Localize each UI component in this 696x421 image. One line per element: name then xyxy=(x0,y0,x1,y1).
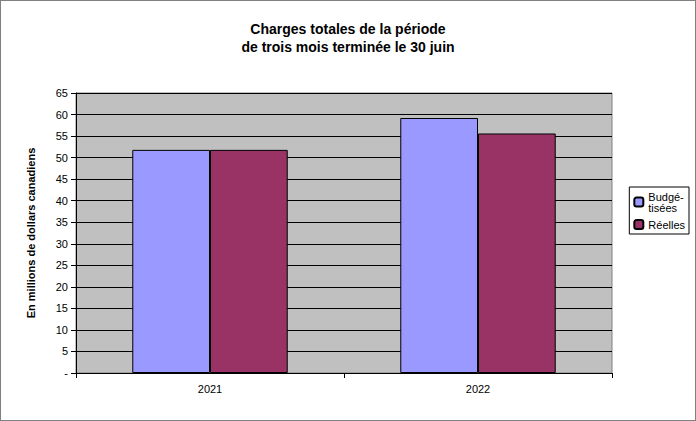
svg-text:10: 10 xyxy=(56,324,68,336)
svg-text:35: 35 xyxy=(56,216,68,228)
svg-text:de trois mois terminée le 30 j: de trois mois terminée le 30 juin xyxy=(241,39,454,55)
svg-text:Budgé-: Budgé- xyxy=(648,190,684,203)
svg-text:En millions de dollars canadie: En millions de dollars canadiens xyxy=(25,148,37,319)
svg-text:30: 30 xyxy=(56,238,68,250)
svg-text:20: 20 xyxy=(56,281,68,293)
svg-text:Réelles: Réelles xyxy=(648,219,685,231)
svg-text:2022: 2022 xyxy=(466,383,490,395)
svg-text:tisées: tisées xyxy=(648,202,677,214)
svg-text:50: 50 xyxy=(56,152,68,164)
svg-text:15: 15 xyxy=(56,302,68,314)
svg-text:Charges totales de la période: Charges totales de la période xyxy=(250,21,445,37)
svg-text:65: 65 xyxy=(56,87,68,99)
svg-text:2021: 2021 xyxy=(198,383,222,395)
svg-text:25: 25 xyxy=(56,259,68,271)
svg-text:55: 55 xyxy=(56,130,68,142)
svg-text:45: 45 xyxy=(56,173,68,185)
svg-text:60: 60 xyxy=(56,109,68,121)
svg-text:-: - xyxy=(64,367,68,379)
svg-text:40: 40 xyxy=(56,195,68,207)
svg-text:5: 5 xyxy=(62,345,68,357)
